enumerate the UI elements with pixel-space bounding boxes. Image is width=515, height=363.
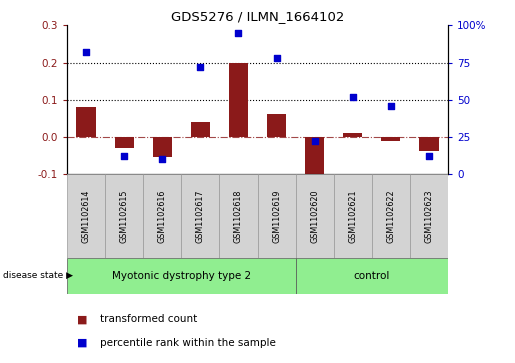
Text: GSM1102617: GSM1102617 bbox=[196, 189, 205, 243]
Bar bbox=[372, 174, 410, 258]
Point bbox=[234, 30, 243, 36]
Bar bbox=[153, 137, 172, 158]
Text: GSM1102621: GSM1102621 bbox=[348, 189, 357, 243]
Text: GSM1102614: GSM1102614 bbox=[81, 189, 91, 243]
Point bbox=[120, 154, 128, 159]
Point bbox=[311, 139, 319, 144]
Bar bbox=[181, 174, 219, 258]
Point bbox=[272, 55, 281, 61]
Bar bbox=[67, 174, 105, 258]
Bar bbox=[296, 258, 448, 294]
Text: GSM1102616: GSM1102616 bbox=[158, 189, 167, 243]
Bar bbox=[229, 62, 248, 137]
Point bbox=[387, 103, 395, 109]
Bar bbox=[258, 174, 296, 258]
Bar bbox=[114, 137, 134, 148]
Bar bbox=[219, 174, 258, 258]
Bar bbox=[296, 174, 334, 258]
Text: GSM1102622: GSM1102622 bbox=[386, 189, 396, 243]
Text: percentile rank within the sample: percentile rank within the sample bbox=[100, 338, 277, 348]
Text: control: control bbox=[354, 271, 390, 281]
Text: GSM1102623: GSM1102623 bbox=[424, 189, 434, 243]
Bar bbox=[419, 137, 439, 151]
Point bbox=[158, 156, 166, 162]
Bar bbox=[191, 122, 210, 137]
Title: GDS5276 / ILMN_1664102: GDS5276 / ILMN_1664102 bbox=[171, 10, 344, 23]
Text: ■: ■ bbox=[77, 314, 88, 325]
Text: GSM1102618: GSM1102618 bbox=[234, 189, 243, 243]
Bar bbox=[334, 174, 372, 258]
Bar bbox=[305, 137, 324, 180]
Text: GSM1102615: GSM1102615 bbox=[119, 189, 129, 243]
Text: GSM1102620: GSM1102620 bbox=[310, 189, 319, 243]
Text: ■: ■ bbox=[77, 338, 88, 348]
Point bbox=[349, 94, 357, 100]
Bar bbox=[143, 174, 181, 258]
Text: transformed count: transformed count bbox=[100, 314, 198, 325]
Bar bbox=[410, 174, 448, 258]
Point bbox=[425, 154, 433, 159]
Bar bbox=[382, 137, 401, 141]
Bar bbox=[105, 174, 143, 258]
Bar bbox=[344, 133, 363, 137]
Text: disease state ▶: disease state ▶ bbox=[3, 272, 73, 280]
Text: GSM1102619: GSM1102619 bbox=[272, 189, 281, 243]
Text: Myotonic dystrophy type 2: Myotonic dystrophy type 2 bbox=[112, 271, 251, 281]
Bar bbox=[67, 258, 296, 294]
Bar bbox=[267, 114, 286, 137]
Bar bbox=[76, 107, 96, 137]
Point bbox=[196, 64, 204, 70]
Point bbox=[82, 49, 90, 55]
